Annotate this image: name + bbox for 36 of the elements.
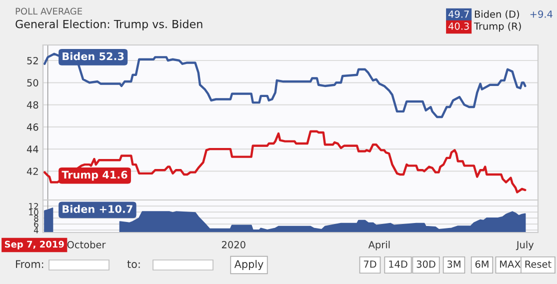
text: to: <box>127 260 140 268</box>
y-tick-label: 6 <box>34 221 38 228</box>
legend-label: Biden (D) <box>474 10 520 19</box>
x-tick-label: 2020 <box>222 241 246 248</box>
annotation: Biden 52.3 <box>62 52 124 60</box>
y-tick-label: 46 <box>26 123 38 131</box>
text: 6M <box>475 260 488 268</box>
legend-label: Trump (R) <box>474 22 521 32</box>
text: From: <box>16 260 44 268</box>
text: Apply <box>234 260 264 270</box>
text: 49.7 <box>448 10 469 18</box>
text: +9.4 <box>530 10 552 18</box>
annotation: Biden +10.7 <box>62 204 132 213</box>
chart-title: General Election: Trump vs. Biden <box>16 20 202 30</box>
text: Reset <box>525 260 552 268</box>
y-tick-label: 50 <box>27 79 38 86</box>
ref-line-label: Sep 7, 2019 <box>4 240 64 250</box>
y-tick-label: 42 <box>26 168 38 175</box>
text: MAX <box>500 260 521 268</box>
y-tick-label: 10 <box>29 209 38 216</box>
x-tick-label: July <box>516 240 534 250</box>
text: 3M <box>447 260 460 268</box>
x-tick-label: October <box>67 240 106 248</box>
y-tick-label: 4 <box>34 227 38 234</box>
text: 40.3 <box>448 22 469 30</box>
y-tick-label: 44 <box>26 146 38 153</box>
y-tick-label: 8 <box>34 215 38 222</box>
text: 14D <box>389 260 408 268</box>
y-tick-label: 52 <box>27 56 38 64</box>
annotation: Trump 41.6 <box>62 170 128 181</box>
text: 7D <box>364 260 376 268</box>
chart-subtitle: POLL AVERAGE <box>16 8 82 15</box>
x-tick-label: April <box>368 240 390 250</box>
text: 30D <box>416 260 436 268</box>
y-tick-label: 12 <box>29 203 38 210</box>
y-tick-label: 48 <box>26 101 38 109</box>
